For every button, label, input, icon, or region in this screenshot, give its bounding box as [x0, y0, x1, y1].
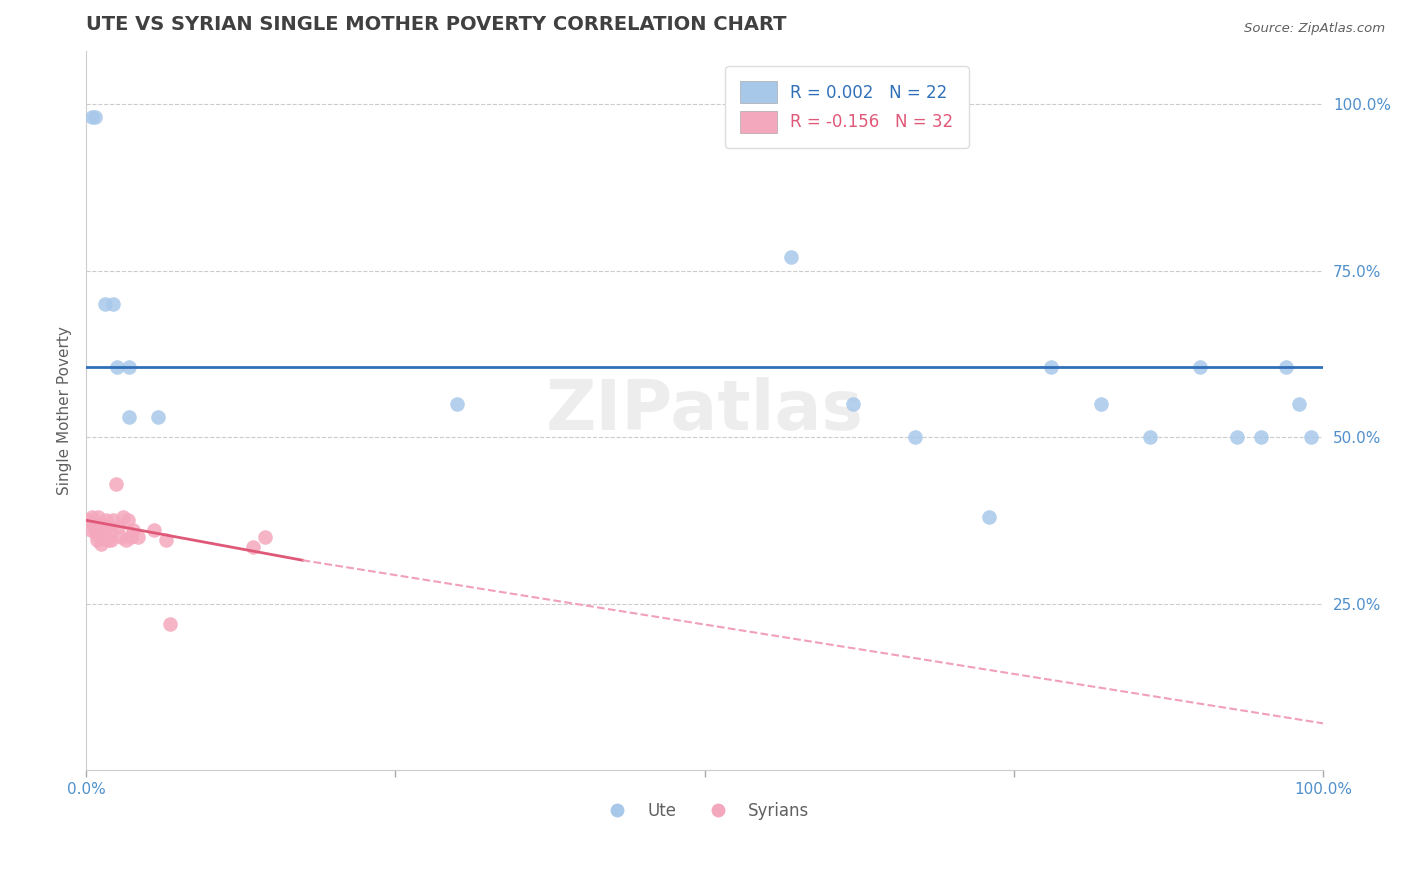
Point — [83, 523, 105, 537]
Point — [93, 530, 115, 544]
Point — [117, 513, 139, 527]
Point — [93, 297, 115, 311]
Point — [80, 523, 103, 537]
Point — [1226, 430, 1249, 444]
Point — [446, 397, 468, 411]
Point — [242, 540, 264, 554]
Point — [86, 533, 108, 548]
Point — [104, 476, 127, 491]
Point — [979, 510, 1001, 524]
Point — [89, 520, 111, 534]
Point — [1139, 430, 1161, 444]
Point — [77, 513, 100, 527]
Point — [1288, 397, 1310, 411]
Point — [1275, 360, 1298, 375]
Point — [1250, 430, 1272, 444]
Point — [97, 533, 120, 548]
Text: Source: ZipAtlas.com: Source: ZipAtlas.com — [1244, 22, 1385, 36]
Y-axis label: Single Mother Poverty: Single Mother Poverty — [58, 326, 72, 495]
Point — [118, 360, 141, 375]
Point — [82, 510, 104, 524]
Point — [100, 533, 122, 548]
Point — [87, 510, 110, 524]
Point — [842, 397, 865, 411]
Point — [1188, 360, 1211, 375]
Point — [1040, 360, 1063, 375]
Point — [103, 297, 125, 311]
Point — [143, 523, 166, 537]
Point — [146, 410, 169, 425]
Point — [112, 510, 135, 524]
Point — [94, 513, 117, 527]
Legend: Ute, Syrians: Ute, Syrians — [593, 795, 815, 826]
Text: ZIPatlas: ZIPatlas — [546, 377, 863, 444]
Point — [1090, 397, 1112, 411]
Point — [82, 516, 104, 531]
Point — [1299, 430, 1322, 444]
Point — [159, 616, 181, 631]
Point — [105, 360, 128, 375]
Point — [118, 410, 141, 425]
Point — [93, 523, 115, 537]
Point — [103, 513, 125, 527]
Point — [120, 530, 142, 544]
Point — [82, 111, 104, 125]
Point — [155, 533, 177, 548]
Point — [110, 530, 132, 544]
Point — [91, 516, 114, 531]
Point — [83, 111, 105, 125]
Point — [107, 520, 129, 534]
Point — [122, 523, 145, 537]
Point — [904, 430, 927, 444]
Point — [127, 530, 149, 544]
Point — [98, 523, 121, 537]
Point — [254, 530, 277, 544]
Point — [780, 250, 803, 264]
Point — [114, 533, 136, 548]
Point — [90, 536, 112, 550]
Point — [84, 526, 107, 541]
Text: UTE VS SYRIAN SINGLE MOTHER POVERTY CORRELATION CHART: UTE VS SYRIAN SINGLE MOTHER POVERTY CORR… — [86, 15, 786, 34]
